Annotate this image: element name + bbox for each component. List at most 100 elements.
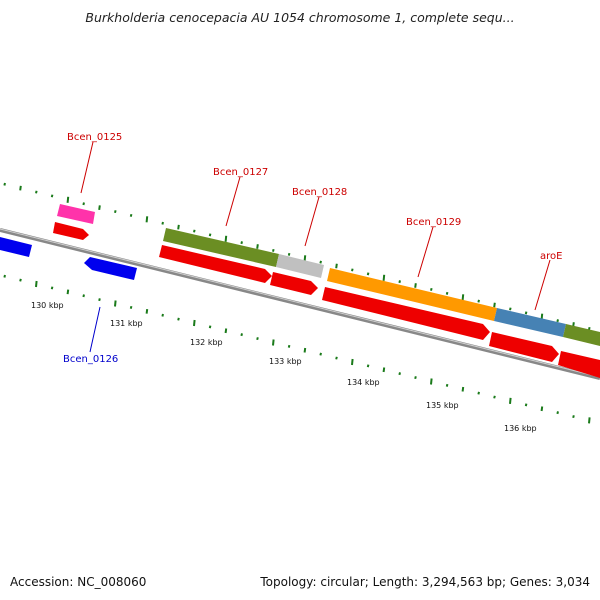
- tick-bottom-35: [556, 411, 559, 415]
- label-bcen-0127[interactable]: Bcen_0127: [213, 167, 268, 178]
- tick-bottom-0: [3, 274, 6, 278]
- gene-arrow-0126[interactable]: [84, 257, 137, 280]
- tick-bottom-24: [382, 367, 386, 373]
- tick-top-31: [493, 302, 496, 308]
- tick-bottom-22: [351, 358, 354, 366]
- cds-arrow-aroe[interactable]: [489, 332, 559, 362]
- tick-bottom-10: [161, 313, 164, 317]
- kbp-label-131: 131 kbp: [110, 319, 143, 328]
- tick-top-14: [224, 235, 228, 242]
- tick-top-25: [398, 280, 401, 284]
- tick-top-27: [430, 287, 433, 291]
- gene-labels: Bcen_0125 Bcen_0127 Bcen_0128 Bcen_0129 …: [63, 132, 562, 365]
- cds-arrow-0125[interactable]: [53, 222, 89, 240]
- tick-top-32: [509, 307, 512, 311]
- tick-bottom-7: [114, 300, 117, 307]
- tick-top-4: [66, 196, 70, 203]
- tick-top-24: [382, 274, 386, 281]
- tick-bottom-30: [477, 391, 480, 395]
- gene-bar-0128[interactable]: [276, 254, 324, 278]
- map-title: Burkholderia cenocepacia AU 1054 chromos…: [85, 10, 515, 25]
- tick-top-15: [240, 241, 243, 245]
- tick-bottom-25: [398, 372, 401, 376]
- tick-top-10: [161, 221, 164, 225]
- gene-features: [0, 204, 600, 378]
- tick-top-2: [35, 190, 38, 194]
- tick-bottom-5: [82, 294, 85, 298]
- kbp-label-134: 134 kbp: [347, 378, 380, 387]
- tick-bottom-15: [240, 333, 243, 337]
- label-bcen-0129[interactable]: Bcen_0129: [406, 217, 461, 228]
- tick-top-16: [256, 244, 259, 249]
- tick-top-13: [208, 233, 212, 237]
- gene-bar-reverse-left[interactable]: [0, 237, 32, 257]
- tick-top-5: [82, 202, 85, 206]
- cds-arrow-0129[interactable]: [322, 287, 490, 340]
- tick-top-26: [414, 283, 417, 288]
- tick-top-33: [524, 311, 528, 315]
- tick-top-35: [556, 319, 559, 323]
- backbone: [0, 228, 600, 380]
- tick-bottom-26: [414, 376, 417, 380]
- tick-bottom-28: [445, 383, 449, 387]
- cds-arrow-0128[interactable]: [270, 272, 318, 295]
- kbp-label-135: 135 kbp: [426, 401, 459, 410]
- tick-top-3: [50, 194, 54, 198]
- tick-bottom-34: [540, 406, 544, 412]
- kbp-label-130: 130 kbp: [31, 301, 64, 310]
- tick-row-top: [3, 182, 591, 330]
- tick-bottom-3: [50, 286, 54, 290]
- tick-top-22: [351, 268, 354, 272]
- kbp-label-133: 133 kbp: [269, 357, 302, 366]
- tick-bottom-27: [430, 378, 433, 385]
- tick-top-18: [287, 252, 291, 256]
- gene-bar-0127[interactable]: [163, 228, 279, 267]
- label-bcen-0128[interactable]: Bcen_0128: [292, 187, 347, 198]
- kbp-labels: 130 kbp 131 kbp 132 kbp 133 kbp 134 kbp …: [31, 301, 537, 433]
- tick-bottom-32: [509, 397, 512, 404]
- tick-bottom-13: [208, 325, 212, 329]
- tick-top-20: [319, 260, 322, 264]
- tick-top-12: [193, 229, 196, 233]
- tick-top-8: [129, 213, 133, 217]
- tick-top-6: [98, 205, 101, 211]
- tick-bottom-19: [303, 347, 307, 353]
- cds-arrow-next[interactable]: [558, 351, 600, 378]
- tick-bottom-37: [588, 417, 591, 424]
- tick-top-9: [145, 216, 149, 223]
- accession-text: Accession: NC_008060: [10, 575, 147, 589]
- tick-bottom-12: [193, 319, 196, 327]
- label-bcen-0126[interactable]: Bcen_0126: [63, 354, 118, 365]
- gene-bar-next[interactable]: [563, 324, 600, 346]
- tick-bottom-29: [461, 386, 465, 392]
- tick-row-bottom: [3, 274, 591, 424]
- gene-bar-0129[interactable]: [327, 268, 497, 321]
- tick-bottom-31: [493, 395, 496, 399]
- tick-top-17: [272, 248, 275, 252]
- tick-bottom-14: [224, 328, 228, 334]
- tick-bottom-23: [366, 364, 370, 368]
- gene-bar-aroe[interactable]: [494, 308, 566, 337]
- backbone-highlight: [0, 228, 600, 378]
- tick-bottom-33: [524, 403, 528, 407]
- tick-top-0: [3, 182, 6, 186]
- tick-bottom-16: [256, 337, 259, 341]
- gene-bar-0125[interactable]: [57, 204, 95, 224]
- tick-bottom-20: [319, 352, 322, 356]
- tick-bottom-8: [129, 305, 133, 309]
- kbp-label-136: 136 kbp: [504, 424, 537, 433]
- tick-bottom-36: [572, 415, 575, 419]
- tick-top-28: [445, 291, 449, 295]
- label-bcen-0125[interactable]: Bcen_0125: [67, 132, 122, 143]
- tick-bottom-9: [145, 308, 149, 314]
- label-aroe[interactable]: aroE: [540, 251, 562, 262]
- tick-bottom-1: [19, 278, 22, 282]
- tick-top-11: [177, 224, 180, 230]
- tick-bottom-17: [272, 339, 275, 346]
- tick-bottom-4: [66, 289, 70, 295]
- tick-bottom-6: [98, 298, 101, 302]
- tick-bottom-18: [287, 344, 291, 348]
- kbp-label-132: 132 kbp: [190, 338, 223, 347]
- cds-arrow-0127[interactable]: [159, 245, 272, 283]
